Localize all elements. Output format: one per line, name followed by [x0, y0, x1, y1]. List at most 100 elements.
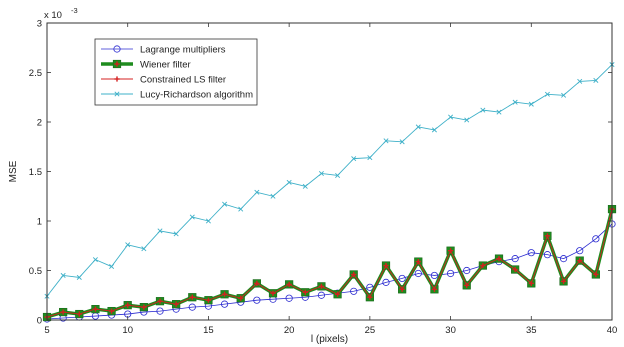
data-point — [592, 235, 600, 243]
data-point — [431, 127, 437, 133]
series-lucy-richardson-algorithm — [44, 62, 615, 299]
x-tick-label: 35 — [526, 325, 537, 336]
data-point — [205, 218, 211, 224]
data-point — [593, 271, 599, 278]
data-point — [125, 242, 131, 248]
x-b — [222, 201, 228, 207]
x-b — [415, 124, 421, 130]
data-point — [496, 256, 502, 262]
y-exponent-label: x 10 — [44, 10, 62, 21]
x-b — [448, 114, 454, 120]
series-constrained-ls-filter — [44, 206, 615, 320]
data-point — [577, 78, 583, 84]
x-b — [114, 91, 120, 97]
legend-marker-overlay — [114, 61, 120, 67]
data-point — [302, 183, 308, 189]
data-point — [189, 214, 195, 220]
data-point — [399, 139, 405, 145]
x-b — [512, 99, 518, 105]
x-b — [351, 156, 357, 162]
data-point — [430, 271, 439, 280]
data-point — [528, 101, 534, 107]
data-point — [527, 249, 535, 257]
data-point — [398, 274, 406, 283]
data-point — [254, 189, 260, 195]
y-tick-label: 0 — [37, 316, 42, 327]
data-point — [108, 308, 115, 314]
x-b — [367, 155, 373, 161]
data-point — [188, 303, 196, 311]
x-b — [399, 139, 405, 145]
data-point — [334, 291, 341, 297]
legend-items: Lagrange multipliers Wiener filter Constra… — [101, 44, 253, 100]
legend-label: Constrained LS filter — [140, 74, 226, 85]
data-point — [496, 109, 502, 115]
y-tick-label: 2 — [37, 118, 42, 129]
legend-item-lucy-richardson-algorithm: Lucy-Richardson algorithm — [101, 89, 253, 100]
data-point — [222, 201, 228, 207]
data-point — [76, 274, 82, 280]
data-point — [351, 156, 357, 162]
x-b — [544, 91, 550, 97]
data-point — [60, 309, 66, 315]
x-b — [76, 274, 82, 280]
x-b — [318, 170, 324, 176]
data-point — [351, 271, 357, 278]
legend-label: Lucy-Richardson algorithm — [140, 89, 253, 100]
legend-marker — [113, 45, 121, 53]
legend-item-constrained-ls-filter: Constrained LS filter — [101, 74, 226, 85]
x-b — [561, 92, 567, 98]
data-point — [480, 262, 486, 269]
data-point — [317, 291, 326, 299]
legend-item-lagrange-multipliers: Lagrange multipliers — [101, 44, 226, 55]
x-b — [270, 193, 276, 199]
y-tick-label: 1.5 — [29, 167, 42, 178]
x-tick-label: 20 — [284, 325, 295, 336]
x-b — [593, 77, 599, 83]
data-point — [383, 138, 389, 144]
x-b — [577, 78, 583, 84]
data-point — [447, 248, 454, 254]
data-point — [189, 294, 195, 300]
y-axis-label: MSE — [8, 160, 19, 182]
y-tick-label: 1 — [37, 217, 42, 228]
x-tick-label: 5 — [44, 325, 49, 336]
data-point — [286, 281, 292, 287]
x-b — [157, 228, 163, 234]
data-point — [593, 77, 599, 83]
series-line — [46, 223, 613, 320]
x-b — [238, 206, 244, 212]
y-tick-label: 2.5 — [29, 68, 42, 79]
data-point — [382, 278, 390, 286]
data-point — [367, 155, 373, 161]
x-axis-label: l (pixels) — [311, 334, 348, 345]
data-point — [367, 294, 373, 300]
data-point — [238, 295, 244, 301]
data-point — [318, 170, 324, 176]
x-b — [335, 172, 341, 178]
data-point — [253, 296, 261, 304]
x-tick-label: 25 — [365, 325, 376, 336]
x-b — [205, 218, 211, 224]
data-point — [92, 306, 99, 312]
x-b — [480, 107, 486, 113]
data-point — [157, 228, 163, 234]
x-b — [528, 101, 534, 107]
data-point — [414, 269, 422, 278]
data-point — [415, 124, 421, 130]
data-point — [286, 179, 292, 185]
data-point — [431, 286, 438, 292]
legend-item-wiener-filter: Wiener filter — [101, 59, 191, 70]
data-point — [221, 291, 228, 297]
data-point — [109, 264, 115, 270]
data-point — [92, 257, 98, 263]
data-point — [285, 294, 293, 302]
series-line — [46, 209, 613, 318]
data-point — [463, 266, 471, 275]
data-point — [576, 247, 584, 255]
data-point — [156, 307, 164, 315]
x-b — [173, 231, 179, 237]
data-point — [480, 107, 486, 113]
y-tick-label: 0.5 — [29, 266, 42, 277]
